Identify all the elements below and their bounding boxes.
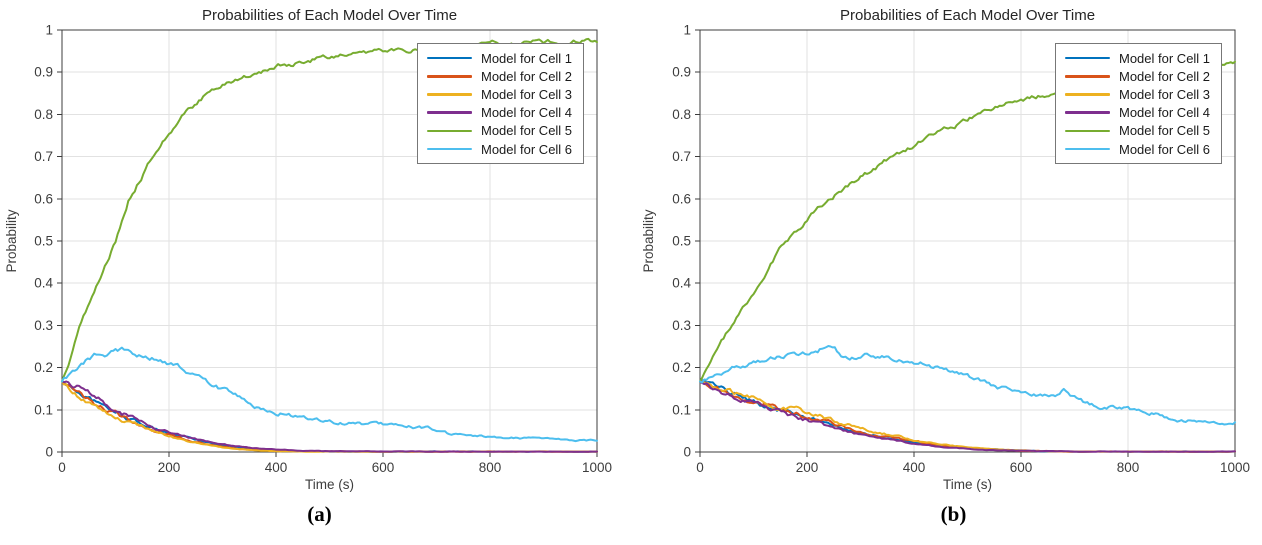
panel-b: 0 0.1 0.2 0.3 0.4 0.5 0.6 0.7 0.8 0.9 1 0 200 400 600 8… xyxy=(631,0,1262,545)
legend-item: Model for Cell 5 xyxy=(1065,122,1221,140)
chart-title: Probabilities of Each Model Over Time xyxy=(839,7,1096,24)
x-tick-label: 1000 xyxy=(582,460,612,475)
y-tick-label: 0.2 xyxy=(34,360,53,375)
x-axis-label: Time (s) xyxy=(943,477,992,492)
y-tick-label: 0.6 xyxy=(672,191,691,206)
y-tick-label: 0.9 xyxy=(34,65,53,80)
y-tick-label: 0.4 xyxy=(34,276,53,291)
legend-line-swatch xyxy=(427,56,472,60)
legend-line-swatch xyxy=(427,129,472,133)
x-tick-label: 400 xyxy=(903,460,926,475)
legend-item-label: Model for Cell 2 xyxy=(481,68,573,84)
y-tick-label: 0 xyxy=(45,445,53,460)
legend-item: Model for Cell 4 xyxy=(1065,104,1221,122)
series-line-cell-6 xyxy=(699,345,1236,426)
panel-a: 0 0.1 0.2 0.3 0.4 0.5 0.6 0.7 0.8 0.9 1 0 200 400 600 8… xyxy=(4,7,612,526)
series-line-cell-1 xyxy=(61,380,598,453)
y-tick-label: 0.8 xyxy=(34,107,53,122)
legend-line-swatch xyxy=(1065,93,1110,96)
legend-item-label: Model for Cell 1 xyxy=(481,50,573,66)
legend-item-label: Model for Cell 2 xyxy=(1119,68,1211,84)
y-tick-label: 0.5 xyxy=(34,234,53,249)
y-tick-label: 0 xyxy=(683,445,691,460)
legend-item-label: Model for Cell 6 xyxy=(1119,141,1211,157)
chart-title: Probabilities of Each Model Over Time xyxy=(201,7,458,24)
y-tick-label: 0.1 xyxy=(34,402,53,417)
legend-item: Model for Cell 2 xyxy=(1065,67,1221,85)
series-line-cell-2 xyxy=(699,380,1236,453)
legend-item-label: Model for Cell 3 xyxy=(481,86,573,102)
series-line-cell-1 xyxy=(699,379,1236,453)
legend-item-label: Model for Cell 4 xyxy=(481,105,573,121)
legend-line-swatch xyxy=(427,147,472,151)
legend-item-label: Model for Cell 5 xyxy=(481,123,573,139)
x-tick-label: 0 xyxy=(696,460,704,475)
subfigure-caption-b: (b) xyxy=(940,502,967,526)
legend-item: Model for Cell 3 xyxy=(427,85,583,103)
y-tick-label: 0.3 xyxy=(34,318,53,333)
series-line-cell-4 xyxy=(699,380,1236,453)
legend-line-swatch xyxy=(1065,74,1110,78)
legend-item-label: Model for Cell 1 xyxy=(1119,50,1211,66)
y-tick-label: 0.7 xyxy=(34,149,53,164)
y-tick-label: 1 xyxy=(683,23,691,38)
series-line-cell-6 xyxy=(61,346,598,443)
legend-item: Model for Cell 3 xyxy=(1065,85,1221,103)
x-tick-label: 600 xyxy=(372,460,395,475)
legend-line-swatch xyxy=(1065,56,1110,60)
legend-item-label: Model for Cell 4 xyxy=(1119,105,1211,121)
x-tick-label: 600 xyxy=(1010,460,1033,475)
legend-line-swatch xyxy=(1065,147,1110,151)
x-tick-label: 200 xyxy=(796,460,819,475)
y-tick-label: 0.8 xyxy=(672,107,691,122)
series-line-cell-3 xyxy=(61,380,598,453)
y-tick-label: 0.5 xyxy=(672,234,691,249)
legend-line-swatch xyxy=(1065,111,1110,114)
legend-item-label: Model for Cell 5 xyxy=(1119,123,1211,139)
x-tick-label: 200 xyxy=(158,460,181,475)
y-tick-label: 0.9 xyxy=(672,65,691,80)
series-line-cell-2 xyxy=(61,380,598,453)
legend-line-swatch xyxy=(427,74,472,78)
legend-item-label: Model for Cell 6 xyxy=(481,141,573,157)
x-tick-label: 800 xyxy=(1117,460,1140,475)
y-tick-label: 0.7 xyxy=(672,149,691,164)
legend: Model for Cell 1 Model for Cell 2 Model fo… xyxy=(417,43,584,165)
y-tick-label: 0.3 xyxy=(672,318,691,333)
x-tick-label: 1000 xyxy=(1220,460,1250,475)
chart-a-canvas: 0 0.1 0.2 0.3 0.4 0.5 0.6 0.7 0.8 0.9 1 0 200 400 600 8… xyxy=(34,23,612,476)
legend-item-label: Model for Cell 3 xyxy=(1119,86,1211,102)
subfigure-caption-a: (a) xyxy=(307,502,332,526)
legend-item: Model for Cell 4 xyxy=(427,104,583,122)
legend-item: Model for Cell 6 xyxy=(427,140,583,158)
legend-item: Model for Cell 1 xyxy=(427,49,583,67)
legend-item: Model for Cell 2 xyxy=(427,67,583,85)
y-tick-label: 1 xyxy=(45,23,53,38)
series-line-cell-4 xyxy=(61,380,598,453)
series-line-cell-3 xyxy=(699,380,1236,453)
x-tick-label: 400 xyxy=(265,460,288,475)
legend-line-swatch xyxy=(427,111,472,114)
legend: Model for Cell 1 Model for Cell 2 Model fo… xyxy=(1055,43,1222,165)
y-tick-label: 0.1 xyxy=(672,402,691,417)
y-axis-label: Probability xyxy=(4,209,19,273)
x-tick-label: 0 xyxy=(58,460,66,475)
legend-line-swatch xyxy=(1065,129,1110,133)
legend-item: Model for Cell 1 xyxy=(1065,49,1221,67)
legend-item: Model for Cell 5 xyxy=(427,122,583,140)
x-tick-label: 800 xyxy=(479,460,502,475)
x-axis-label: Time (s) xyxy=(305,477,354,492)
y-tick-label: 0.6 xyxy=(34,191,53,206)
y-tick-label: 0.4 xyxy=(672,276,691,291)
legend-line-swatch xyxy=(427,93,472,96)
legend-item: Model for Cell 6 xyxy=(1065,140,1221,158)
y-tick-label: 0.2 xyxy=(672,360,691,375)
y-axis-label: Probability xyxy=(641,209,656,273)
